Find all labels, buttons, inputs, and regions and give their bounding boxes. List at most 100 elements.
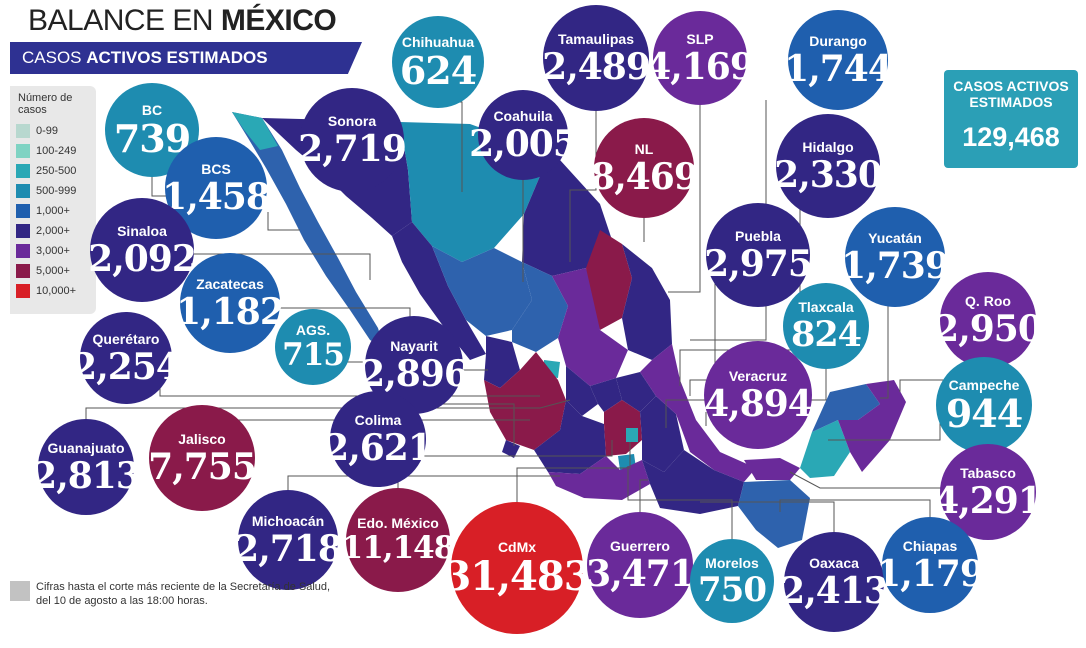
map-chiapas bbox=[738, 480, 810, 548]
state-bubble: Chihuahua 624 bbox=[392, 16, 484, 108]
legend-item: 5,000+ bbox=[16, 262, 70, 280]
map-hidalgo bbox=[616, 372, 656, 412]
leader-line bbox=[668, 102, 701, 293]
state-name: Yucatán bbox=[868, 229, 922, 246]
state-value: 11,148 bbox=[341, 530, 456, 566]
leader-line bbox=[516, 442, 631, 508]
leader-line bbox=[438, 101, 463, 192]
state-bubble: Tabasco 4,291 bbox=[934, 444, 1043, 540]
map-durango bbox=[432, 246, 532, 336]
total-box: CASOS ACTIVOS ESTIMADOS 129,468 bbox=[944, 70, 1078, 168]
state-bubble: Hidalgo 2,330 bbox=[774, 114, 883, 218]
state-bubble: Yucatán 1,739 bbox=[841, 207, 950, 307]
legend-item: 500-999 bbox=[16, 182, 76, 200]
map-veracruz bbox=[640, 344, 756, 482]
state-bubble: Jalisco 7,755 bbox=[148, 405, 257, 511]
map-yucatan bbox=[812, 384, 880, 432]
legend-item: 250-500 bbox=[16, 162, 76, 180]
state-bubble: Guerrero 3,471 bbox=[586, 512, 695, 618]
state-name: AGS. bbox=[295, 322, 331, 338]
state-bubble: Coahuila 2,005 bbox=[469, 90, 578, 180]
map-guerrero bbox=[548, 456, 650, 500]
state-bubble: Puebla 2,975 bbox=[704, 203, 813, 307]
state-name: Colima bbox=[354, 411, 402, 428]
legend-swatch bbox=[16, 124, 30, 138]
state-value: 4,291 bbox=[934, 479, 1043, 522]
map-queretaro bbox=[590, 378, 622, 412]
leader-line bbox=[627, 466, 733, 540]
state-value: 2,975 bbox=[704, 242, 813, 285]
state-name: SLP bbox=[686, 30, 714, 47]
state-value: 2,719 bbox=[298, 127, 407, 170]
state-name: Puebla bbox=[735, 227, 781, 244]
state-value: 2,896 bbox=[360, 352, 469, 395]
state-name: Durango bbox=[809, 32, 867, 49]
state-name: Campeche bbox=[948, 376, 1020, 393]
state-name: Tabasco bbox=[960, 464, 1016, 481]
map-cdmx bbox=[626, 428, 638, 442]
legend-swatch bbox=[16, 264, 30, 278]
map-nayarit bbox=[484, 336, 520, 388]
page-subtitle: CASOS ACTIVOS ESTIMADOS bbox=[22, 48, 268, 67]
state-value: 1,458 bbox=[162, 175, 271, 218]
state-value: 2,950 bbox=[934, 307, 1043, 350]
map-zacatecas bbox=[512, 262, 568, 352]
legend-item: 3,000+ bbox=[16, 242, 70, 260]
total-label: CASOS ACTIVOS ESTIMADOS bbox=[944, 78, 1078, 110]
legend-label: 1,000+ bbox=[36, 205, 70, 217]
state-value: 1,182 bbox=[176, 290, 285, 333]
state-name: Sonora bbox=[327, 112, 377, 129]
state-name: Michoacán bbox=[251, 512, 325, 529]
total-label-line2: ESTIMADOS bbox=[969, 94, 1053, 110]
state-value: 1,179 bbox=[876, 552, 985, 595]
state-value: 944 bbox=[945, 390, 1023, 436]
state-name: Oaxaca bbox=[809, 554, 859, 571]
legend-item: 100-249 bbox=[16, 142, 76, 160]
legend-swatch bbox=[16, 164, 30, 178]
state-name: Chihuahua bbox=[401, 33, 475, 50]
state-value: 2,813 bbox=[32, 454, 141, 497]
state-bubble: Colima 2,621 bbox=[324, 391, 433, 487]
state-value: 715 bbox=[282, 337, 345, 373]
leader-line bbox=[267, 212, 300, 231]
state-value: 824 bbox=[790, 314, 862, 355]
leader-line bbox=[639, 479, 648, 520]
state-value: 739 bbox=[113, 115, 191, 161]
legend-swatch bbox=[16, 244, 30, 258]
state-name: NL bbox=[634, 140, 654, 157]
state-value: 1,744 bbox=[784, 47, 893, 90]
leader-line bbox=[880, 278, 889, 399]
state-value: 31,483 bbox=[443, 552, 591, 600]
state-bubble: Guanajuato 2,813 bbox=[32, 419, 141, 515]
state-name: Querétaro bbox=[92, 330, 160, 347]
map-baja-north bbox=[232, 112, 278, 150]
state-bubble: NL 8,469 bbox=[590, 118, 699, 218]
state-name: Hidalgo bbox=[802, 138, 854, 155]
legend-item: 10,000+ bbox=[16, 282, 76, 300]
state-value: 2,413 bbox=[780, 569, 889, 612]
map-guanajuato bbox=[566, 366, 598, 416]
state-value: 624 bbox=[399, 47, 477, 93]
state-bubble: Querétaro 2,254 bbox=[72, 312, 181, 404]
map-sinaloa bbox=[392, 222, 486, 360]
leader-line bbox=[779, 499, 931, 522]
state-bubble: Morelos 750 bbox=[690, 539, 774, 623]
state-name: Guanajuato bbox=[47, 439, 125, 456]
map-tabasco bbox=[744, 458, 800, 480]
state-value: 4,894 bbox=[704, 382, 813, 425]
map-slp bbox=[552, 268, 628, 386]
legend-title: Número de casos bbox=[18, 92, 73, 116]
legend-swatch bbox=[16, 224, 30, 238]
state-bubble: Zacatecas 1,182 bbox=[176, 253, 285, 353]
state-bubble: SLP 4,169 bbox=[646, 11, 755, 105]
legend-label: 0-99 bbox=[36, 125, 59, 137]
state-name: CdMx bbox=[497, 538, 537, 555]
state-name: Edo. México bbox=[357, 515, 439, 531]
legend-item: 0-99 bbox=[16, 122, 58, 140]
state-bubble: Sinaloa 2,092 bbox=[88, 198, 197, 302]
state-name: Guerrero bbox=[610, 537, 670, 554]
map-oaxaca bbox=[642, 450, 744, 514]
state-value: 2,621 bbox=[324, 426, 433, 469]
state-bubble: Tlaxcala 824 bbox=[783, 283, 869, 369]
map-tamaulipas bbox=[622, 244, 672, 360]
